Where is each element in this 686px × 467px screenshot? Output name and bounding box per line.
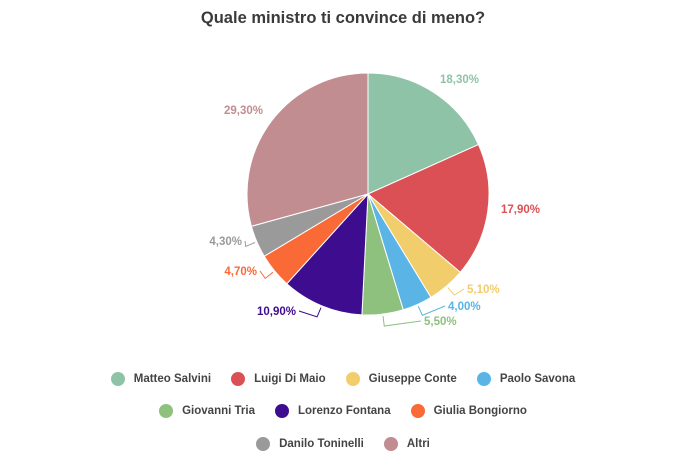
- legend-marker: [345, 372, 360, 386]
- label-leader-line: [447, 287, 465, 296]
- legend-label: Altri: [406, 438, 430, 450]
- legend-row: Giovanni Tria Lorenzo Fontana Giulia Bongi…: [0, 404, 686, 418]
- legend-marker: [274, 404, 289, 418]
- legend-item-giovanni-tria[interactable]: Giovanni Tria: [159, 404, 255, 418]
- slice-label-danilo-toninelli: 4,30%: [209, 236, 242, 248]
- legend-item-matteo-salvini[interactable]: Matteo Salvini: [110, 372, 212, 386]
- legend-label: Matteo Salvini: [133, 373, 212, 385]
- legend-item-giuseppe-conte[interactable]: Giuseppe Conte: [345, 372, 457, 386]
- legend-label: Luigi Di Maio: [254, 373, 326, 385]
- legend-marker: [231, 372, 246, 386]
- legend-label: Giulia Bongiorno: [433, 405, 527, 417]
- pie-slice-matteo-salvini[interactable]: [367, 72, 480, 195]
- slice-label-altri: 29,30%: [224, 105, 263, 117]
- legend-marker: [159, 404, 174, 418]
- legend-marker: [476, 372, 491, 386]
- legend-label: Giovanni Tria: [182, 405, 255, 417]
- legend-item-altri[interactable]: Altri: [383, 437, 430, 451]
- legend-item-lorenzo-fontana[interactable]: Lorenzo Fontana: [274, 404, 391, 418]
- label-leader-line: [417, 305, 446, 317]
- pie-slice-luigi-di-maio[interactable]: [367, 143, 490, 273]
- legend-label: Giuseppe Conte: [368, 373, 457, 385]
- legend-item-paolo-savona[interactable]: Paolo Savona: [476, 372, 576, 386]
- chart-title: Quale ministro ti convince di meno?: [200, 9, 486, 27]
- legend-marker: [383, 437, 398, 451]
- label-leader-line: [244, 240, 256, 248]
- legend-marker: [410, 404, 425, 418]
- label-leader-line: [259, 270, 274, 280]
- pie-slice-altri[interactable]: [246, 72, 369, 227]
- legend-label: Lorenzo Fontana: [297, 405, 391, 417]
- slice-label-matteo-salvini: 18,30%: [440, 74, 479, 86]
- legend-label: Danilo Toninelli: [279, 438, 364, 450]
- legend-row: Danilo Toninelli Altri: [0, 437, 686, 451]
- legend-label: Paolo Savona: [499, 373, 576, 385]
- legend-row: Matteo Salvini Luigi Di Maio Giuseppe Cont…: [0, 372, 686, 386]
- slice-label-giulia-bongiorno: 4,70%: [224, 266, 257, 278]
- slice-label-luigi-di-maio: 17,90%: [501, 204, 540, 216]
- legend-marker: [256, 437, 271, 451]
- slice-label-giovanni-tria: 5,50%: [424, 316, 457, 328]
- legend-marker: [110, 372, 125, 386]
- legend-item-giulia-bongiorno[interactable]: Giulia Bongiorno: [410, 404, 527, 418]
- label-leader-line: [298, 307, 322, 318]
- pie-slice-lorenzo-fontana[interactable]: [286, 192, 369, 316]
- label-leader-line: [382, 316, 422, 327]
- legend-item-luigi-di-maio[interactable]: Luigi Di Maio: [231, 372, 326, 386]
- slice-label-lorenzo-fontana: 10,90%: [257, 306, 296, 318]
- slice-label-giuseppe-conte: 5,10%: [467, 284, 500, 296]
- slice-label-paolo-savona: 4,00%: [448, 301, 481, 313]
- legend-item-danilo-toninelli[interactable]: Danilo Toninelli: [256, 437, 364, 451]
